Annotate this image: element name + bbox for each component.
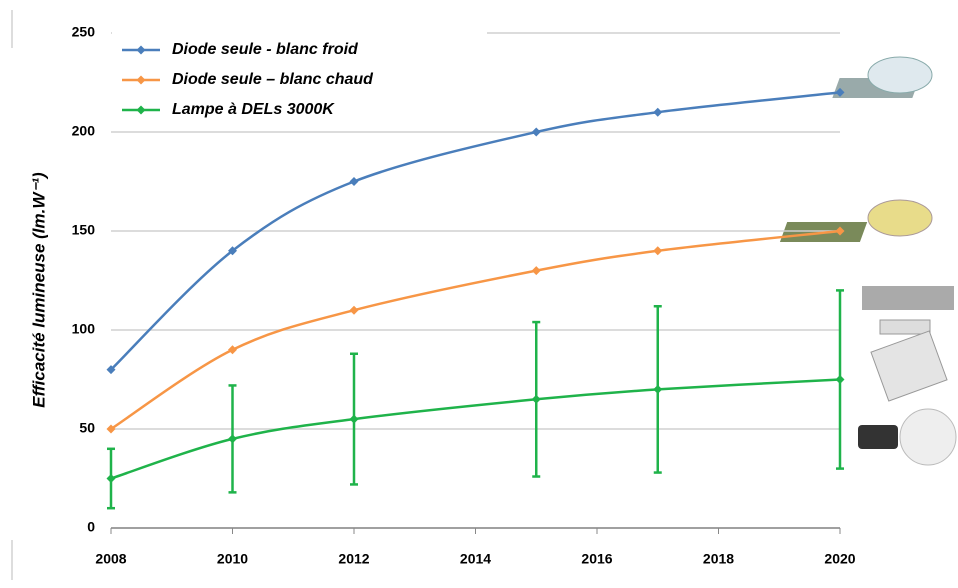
point xyxy=(349,177,359,186)
legend-label: Diode seule – blanc chaud xyxy=(172,71,374,88)
y-axis-label: Efficacité lumineuse (lm.W⁻¹) xyxy=(29,172,48,408)
led-dome xyxy=(867,199,933,237)
x-tick-label: 2014 xyxy=(460,551,491,567)
point xyxy=(228,345,237,355)
point xyxy=(653,246,663,256)
legend-label: Lampe à DELs 3000K xyxy=(172,101,335,118)
y-tick-label: 0 xyxy=(87,519,95,535)
y-tick-label: 100 xyxy=(72,321,96,337)
point xyxy=(349,305,359,315)
spot-mount xyxy=(879,319,931,335)
point xyxy=(531,127,541,137)
legend-marker xyxy=(136,105,146,115)
point xyxy=(653,107,663,117)
point xyxy=(531,394,541,404)
y-tick-label: 250 xyxy=(72,24,96,40)
bulb-glass xyxy=(899,408,957,466)
legend-marker xyxy=(136,45,146,55)
legend-label: Diode seule - blanc froid xyxy=(172,41,359,58)
point xyxy=(106,474,116,483)
y-tick-label: 200 xyxy=(72,123,96,139)
x-tick-label: 2020 xyxy=(824,551,855,567)
series-line xyxy=(110,378,841,480)
point xyxy=(653,384,663,394)
x-tick-label: 2008 xyxy=(95,551,126,567)
point xyxy=(106,424,116,434)
y-tick-label: 50 xyxy=(79,420,95,436)
legend-box xyxy=(112,30,487,130)
x-tick-label: 2010 xyxy=(217,551,248,567)
bulb-base xyxy=(858,425,898,449)
point xyxy=(835,375,845,384)
y-tick-label: 150 xyxy=(72,222,96,238)
point xyxy=(531,266,541,276)
point xyxy=(835,226,845,236)
series-line xyxy=(110,229,841,431)
spot-head xyxy=(870,330,948,402)
track xyxy=(862,286,954,310)
point xyxy=(228,434,237,444)
x-tick-label: 2016 xyxy=(581,551,612,567)
point xyxy=(228,246,237,256)
legend-marker xyxy=(136,75,146,85)
x-tick-label: 2012 xyxy=(338,551,369,567)
product-icons xyxy=(779,56,957,466)
x-tick-label: 2018 xyxy=(703,551,734,567)
series-line xyxy=(110,91,841,371)
point xyxy=(106,365,116,375)
point xyxy=(349,414,359,424)
point xyxy=(835,87,845,97)
led-dome xyxy=(867,56,933,94)
